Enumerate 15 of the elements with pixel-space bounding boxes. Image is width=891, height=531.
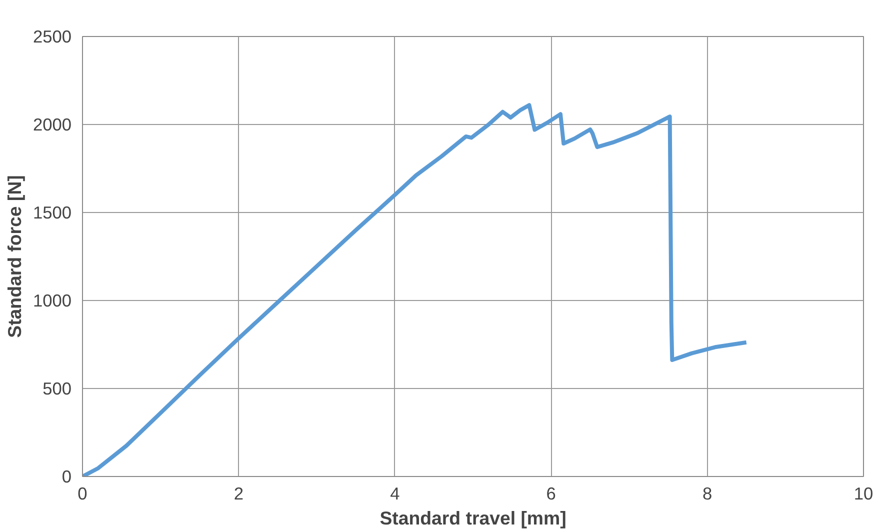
y-axis-title: Standard force [N] — [4, 175, 25, 338]
y-tick-label: 2000 — [32, 114, 72, 134]
x-tick-label: 8 — [702, 484, 712, 504]
x-tick-label: 0 — [78, 484, 88, 504]
x-tick-label: 6 — [546, 484, 556, 504]
x-tick-label: 10 — [854, 484, 874, 504]
line-series — [82, 103, 748, 476]
y-tick-label: 2500 — [32, 26, 72, 46]
x-tick-label: 4 — [390, 484, 400, 504]
x-axis-title: Standard travel [mm] — [380, 508, 566, 528]
y-tick-label: 500 — [42, 378, 72, 398]
y-tick-label: 0 — [62, 466, 72, 486]
x-tick-label: 2 — [234, 484, 244, 504]
y-tick-label: 1500 — [32, 202, 72, 222]
y-tick-label: 1000 — [32, 290, 72, 310]
